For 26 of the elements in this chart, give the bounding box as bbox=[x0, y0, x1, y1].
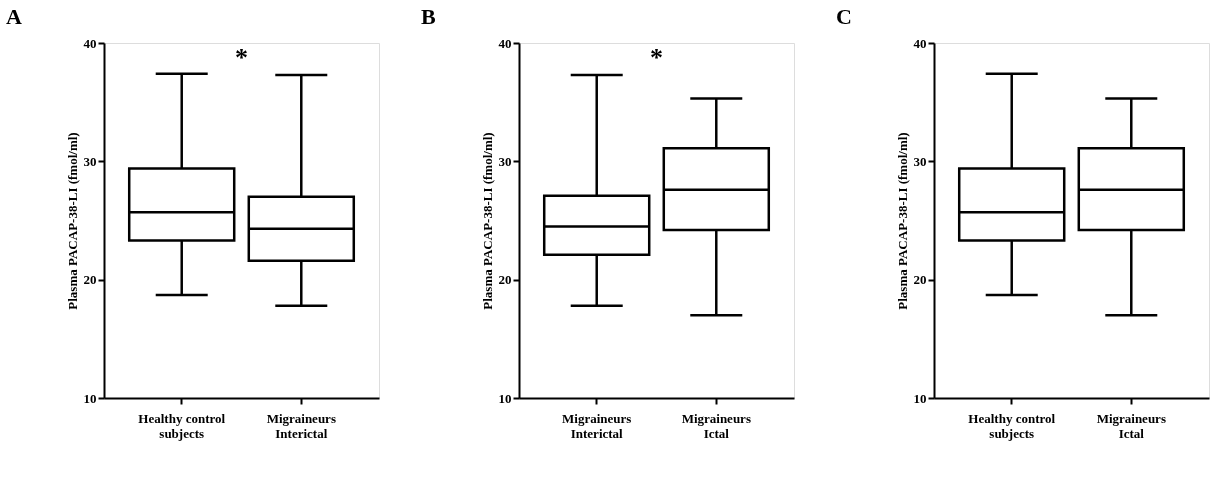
y-tick-label: 20 bbox=[83, 272, 97, 288]
x-tick-label: Migraineurs Ictal bbox=[1096, 410, 1166, 441]
y-axis-title: Plasma PACAP-38-LI (fmol/ml) bbox=[894, 132, 910, 310]
chart-title: C bbox=[836, 4, 852, 29]
y-tick-label: 20 bbox=[498, 272, 512, 288]
y-tick-label: 40 bbox=[498, 35, 512, 51]
annotation: * bbox=[235, 43, 248, 72]
y-tick-label: 30 bbox=[83, 153, 97, 169]
chart-title: A bbox=[6, 4, 22, 29]
y-tick-label: 10 bbox=[913, 390, 927, 406]
x-tick-label: Healthy control subjects bbox=[968, 410, 1056, 441]
y-tick-label: 10 bbox=[498, 390, 512, 406]
x-tick-label: Migraineurs Interictal bbox=[562, 410, 632, 441]
y-tick-label: 40 bbox=[913, 35, 927, 51]
annotation: * bbox=[650, 43, 663, 72]
y-tick-label: 40 bbox=[83, 35, 97, 51]
y-tick-label: 30 bbox=[913, 153, 927, 169]
y-axis-title: Plasma PACAP-38-LI (fmol/ml) bbox=[479, 132, 495, 310]
x-tick-label: Migraineurs Interictal bbox=[266, 410, 336, 441]
y-axis-title: Plasma PACAP-38-LI (fmol/ml) bbox=[64, 132, 80, 310]
x-tick-label: Migraineurs Ictal bbox=[681, 410, 751, 441]
x-tick-label: Healthy control subjects bbox=[138, 410, 226, 441]
y-tick-label: 20 bbox=[913, 272, 927, 288]
y-tick-label: 30 bbox=[498, 153, 512, 169]
chart-title: B bbox=[421, 4, 436, 29]
y-tick-label: 10 bbox=[83, 390, 97, 406]
